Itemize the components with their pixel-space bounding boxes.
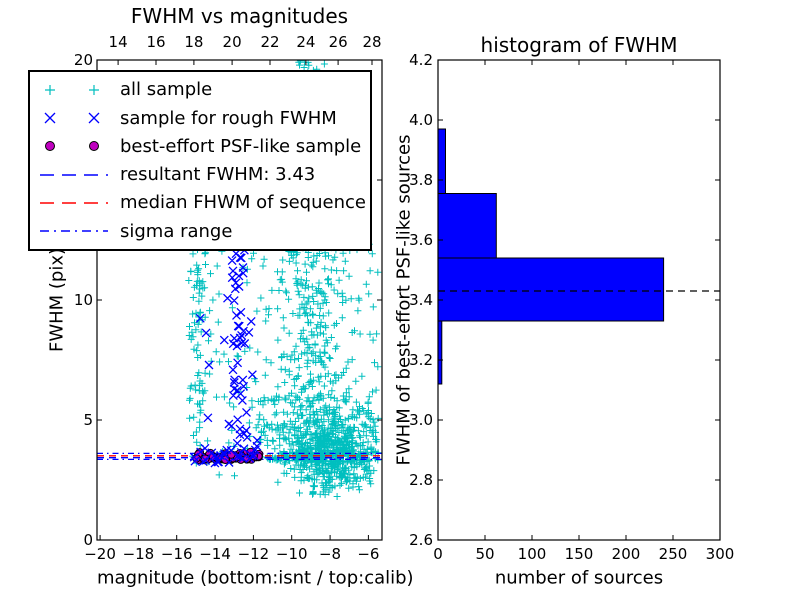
legend-item-rough-fwhm-sample: sample for rough FWHM xyxy=(30,105,370,132)
left-xtick-label: −14 xyxy=(199,545,231,563)
top-xtick-label: 18 xyxy=(184,33,204,51)
dashed-line-icon xyxy=(36,164,112,186)
legend-item-label: best-effort PSF-like sample xyxy=(120,135,362,157)
right-xtick-label: 50 xyxy=(475,545,495,563)
right-ytick-label: 4.2 xyxy=(409,51,433,69)
legend-item-label: sample for rough FWHM xyxy=(120,107,337,129)
legend-item-all-sample: all sample xyxy=(30,76,370,103)
histogram-bar xyxy=(438,193,497,259)
top-xtick-label: 22 xyxy=(260,33,280,51)
dashed-line-icon xyxy=(36,192,112,214)
legend-item-label: all sample xyxy=(120,79,213,101)
right-plot-title: histogram of FWHM xyxy=(480,33,678,57)
right-xtick-label: 300 xyxy=(705,545,735,563)
legend-item-median-fhwm: median FHWM of sequence xyxy=(30,189,370,216)
right-ytick-label: 2.6 xyxy=(409,531,433,549)
series-cross xyxy=(189,241,262,468)
histogram-bar xyxy=(438,128,446,194)
right-ytick-label: 3.2 xyxy=(409,351,433,369)
left-ytick-label: 0 xyxy=(83,531,93,549)
plus-marker-icon xyxy=(36,79,112,101)
legend-item-label: median FHWM of sequence xyxy=(120,192,366,214)
right-ytick-label: 3.6 xyxy=(409,231,433,249)
left-ytick-label: 5 xyxy=(83,411,93,429)
right-ytick-label: 3.8 xyxy=(409,171,433,189)
left-xtick-label: −16 xyxy=(160,545,193,563)
right-ytick-label: 3.0 xyxy=(409,411,433,429)
left-plot-title: FWHM vs magnitudes xyxy=(130,4,349,28)
left-plot-xlabel: magnitude (bottom:isnt / top:calib) xyxy=(97,567,414,589)
top-xtick-label: 14 xyxy=(108,33,128,51)
left-xtick-label: −6 xyxy=(357,545,380,563)
left-xtick-label: −8 xyxy=(318,545,342,563)
right-xtick-label: 250 xyxy=(658,545,688,563)
legend-box: all sample sample for rough FWHM best-ef… xyxy=(28,70,372,251)
circle-marker-icon xyxy=(36,135,112,157)
legend-item-label: resultant FWHM: 3.43 xyxy=(120,164,316,186)
top-xtick-label: 16 xyxy=(146,33,166,51)
legend-item-resultant-fwhm: resultant FWHM: 3.43 xyxy=(30,161,370,188)
top-xtick-label: 26 xyxy=(328,33,348,51)
right-ytick-label: 2.8 xyxy=(409,471,433,489)
left-xtick-label: −20 xyxy=(84,545,116,563)
left-xtick-label: −18 xyxy=(122,545,155,563)
histogram-bars xyxy=(438,128,665,385)
left-xtick-label: −10 xyxy=(275,545,308,563)
left-ytick-label: 20 xyxy=(73,51,93,69)
histogram-bar xyxy=(438,257,665,322)
legend-item-psf-like-sample: best-effort PSF-like sample xyxy=(30,133,370,160)
left-plot-ylabel: FWHM (pix) xyxy=(46,247,68,353)
right-plot-xlabel: number of sources xyxy=(494,567,664,589)
legend-item-sigma-range: sigma range xyxy=(30,218,370,245)
top-xtick-label: 20 xyxy=(222,33,242,51)
right-xtick-label: 200 xyxy=(611,545,641,563)
left-ytick-label: 10 xyxy=(73,291,93,309)
right-xtick-label: 0 xyxy=(433,545,443,563)
left-xtick-label: −12 xyxy=(237,545,270,563)
right-xtick-label: 100 xyxy=(517,545,547,563)
axes-ticks xyxy=(97,59,721,541)
top-xtick-label: 24 xyxy=(296,33,316,51)
legend-item-label: sigma range xyxy=(120,220,233,242)
right-ytick-label: 4.0 xyxy=(409,111,433,129)
right-xtick-label: 150 xyxy=(564,545,594,563)
top-xtick-label: 28 xyxy=(362,33,382,51)
cross-marker-icon xyxy=(36,107,112,129)
dashdot-line-icon xyxy=(36,220,112,242)
right-ytick-label: 3.4 xyxy=(409,291,433,309)
